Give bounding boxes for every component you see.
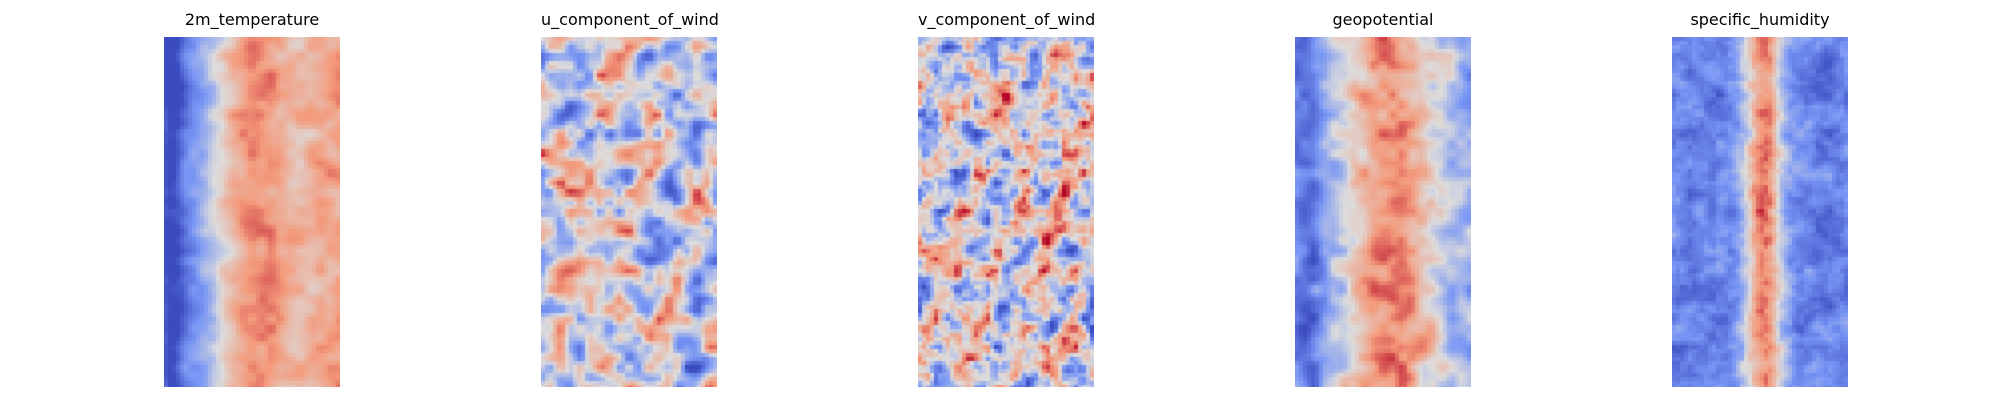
heatmap-v-component-of-wind [918,37,1094,387]
panel-title-geopotential: geopotential [1332,10,1434,29]
panel-title-2m-temperature: 2m_temperature [184,10,320,29]
panel-title-specific-humidity: specific_humidity [1690,10,1830,29]
heatmap-u-component-of-wind [541,37,717,387]
panel-title-v-component-of-wind: v_component_of_wind [918,10,1096,29]
heatmap-2m-temperature [164,37,340,387]
panel-title-u-component-of-wind: u_component_of_wind [541,10,719,29]
panel-u-component-of-wind: u_component_of_wind [541,10,719,390]
panel-2m-temperature: 2m_temperature [164,10,340,390]
panel-v-component-of-wind: v_component_of_wind [918,10,1096,390]
panel-specific-humidity: specific_humidity [1672,10,1848,390]
heatmap-specific-humidity [1672,37,1848,387]
heatmap-geopotential [1295,37,1471,387]
panel-geopotential: geopotential [1295,10,1471,390]
